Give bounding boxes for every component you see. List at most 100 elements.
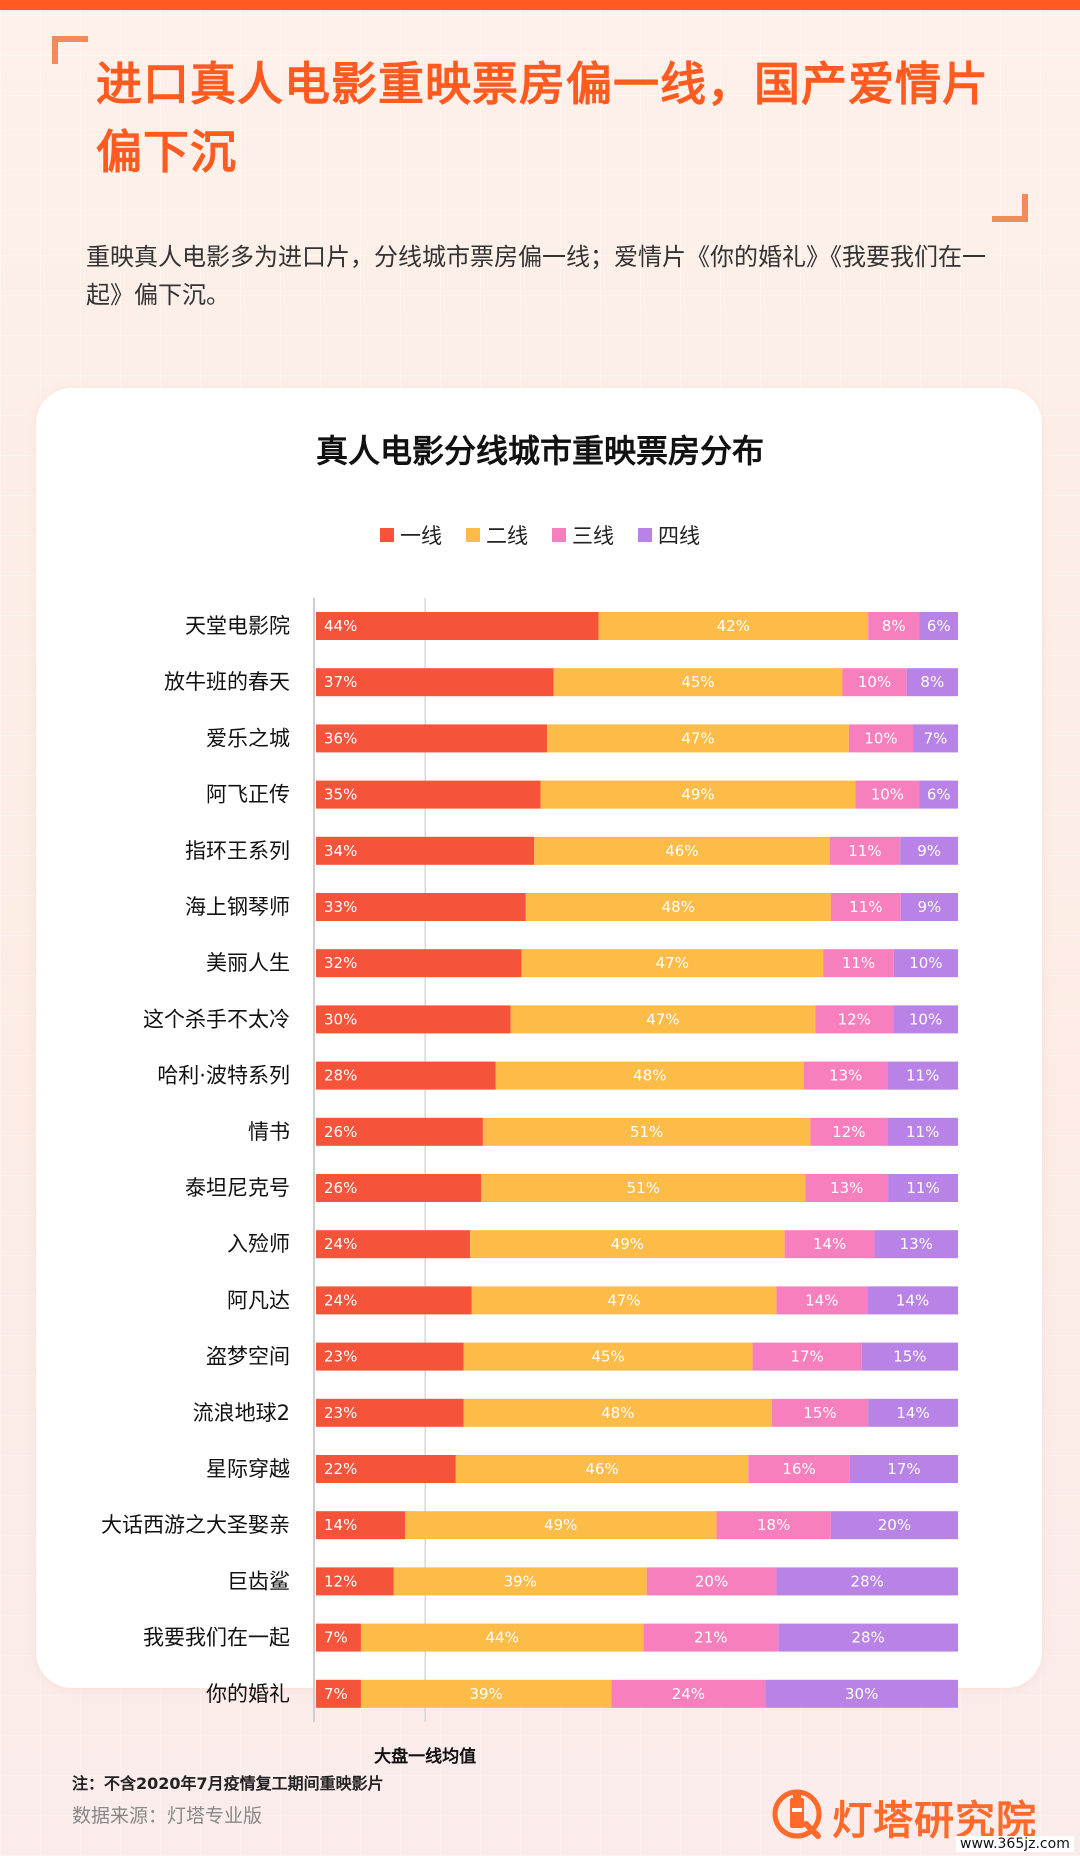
- corner-bracket-bottom-right: [992, 194, 1028, 222]
- watermark-url: www.365jz.com: [956, 1836, 1074, 1852]
- bar-segment: [823, 949, 894, 978]
- data-label: 10%: [909, 1010, 942, 1028]
- category-label: 我要我们在一起: [143, 1626, 290, 1650]
- data-label: 46%: [585, 1460, 618, 1478]
- bar-segment: [393, 1567, 647, 1596]
- data-label: 47%: [681, 729, 714, 747]
- legend-swatch-tier4: [638, 528, 652, 542]
- data-label: 12%: [838, 1010, 871, 1028]
- bar-segment: [867, 1286, 958, 1315]
- data-label: 13%: [830, 1179, 863, 1197]
- data-label: 13%: [900, 1235, 933, 1253]
- bar-segment: [849, 1455, 958, 1483]
- data-label: 10%: [864, 729, 897, 747]
- data-label: 11%: [842, 954, 875, 972]
- data-label: 17%: [790, 1348, 823, 1366]
- bar-segment: [360, 1679, 612, 1708]
- bar-segment: [316, 612, 599, 640]
- bar-segment: [771, 1398, 869, 1427]
- bar-segment: [900, 893, 958, 921]
- data-label: 11%: [906, 1179, 939, 1197]
- data-label: 16%: [782, 1460, 815, 1478]
- footnote: 注：不含2020年7月疫情复工期间重映影片: [72, 1774, 384, 1793]
- category-label: 泰坦尼克号: [185, 1176, 290, 1200]
- data-label: 51%: [627, 1179, 660, 1197]
- bar-segment: [810, 1117, 888, 1146]
- legend-item-tier1: 一线: [380, 520, 442, 550]
- bar-segment: [868, 612, 920, 640]
- bar-segment: [778, 1623, 958, 1652]
- bar-segment: [360, 1623, 644, 1652]
- data-label: 48%: [662, 898, 695, 916]
- data-label: 12%: [324, 1572, 357, 1590]
- data-label: 11%: [906, 1067, 939, 1085]
- reference-line-label: 大盘一线均值: [374, 1746, 476, 1767]
- bar-segment: [463, 1398, 772, 1427]
- category-label: 爱乐之城: [206, 726, 290, 750]
- bar-segment: [316, 949, 522, 978]
- data-label: 28%: [851, 1629, 884, 1647]
- bar-segment: [765, 1679, 958, 1708]
- data-label: 10%: [858, 673, 891, 691]
- bar-segment: [316, 1286, 472, 1315]
- bar-segment: [540, 780, 856, 809]
- category-label: 大话西游之大圣娶亲: [101, 1513, 290, 1537]
- bar-segment: [888, 1174, 958, 1202]
- bar-segment: [510, 1005, 816, 1034]
- category-label: 天堂电影院: [185, 614, 290, 638]
- bar-segment: [463, 1342, 753, 1371]
- data-source: 数据来源：灯塔专业版: [72, 1805, 263, 1827]
- data-label: 35%: [324, 786, 357, 804]
- data-label: 48%: [633, 1067, 666, 1085]
- bar-segment: [495, 1061, 804, 1090]
- bar-segment: [481, 1174, 806, 1202]
- data-label: 22%: [324, 1460, 357, 1478]
- data-label: 45%: [681, 673, 714, 691]
- data-label: 39%: [504, 1572, 537, 1590]
- data-label: 9%: [917, 842, 941, 860]
- legend-label-tier2: 二线: [486, 524, 528, 548]
- data-label: 8%: [920, 673, 944, 691]
- bar-segment: [316, 1679, 361, 1708]
- bar-segment: [316, 836, 535, 865]
- legend-swatch-tier3: [552, 528, 566, 542]
- page-subtitle: 重映真人电影多为进口片，分线城市票房偏一线；爱情片《你的婚礼》《我要我们在一起》…: [86, 243, 986, 309]
- data-label: 48%: [601, 1404, 634, 1422]
- data-label: 28%: [851, 1572, 884, 1590]
- data-label: 24%: [324, 1235, 357, 1253]
- page-title: 进口真人电影重映票房偏一线，国产爱情片偏下沉: [96, 57, 989, 179]
- category-label: 星际穿越: [206, 1457, 290, 1481]
- bar-segment: [316, 1455, 456, 1483]
- bar-segment: [919, 612, 958, 640]
- data-label: 8%: [882, 617, 906, 635]
- bar-segment: [316, 780, 541, 809]
- data-label: 24%: [324, 1291, 357, 1309]
- data-label: 11%: [849, 898, 882, 916]
- bar-segment: [893, 1005, 958, 1034]
- bar-segment: [776, 1286, 868, 1315]
- data-label: 20%: [878, 1516, 911, 1534]
- data-label: 47%: [646, 1010, 679, 1028]
- category-label: 指环王系列: [185, 839, 290, 863]
- data-label: 6%: [927, 617, 951, 635]
- data-label: 14%: [813, 1235, 846, 1253]
- data-label: 13%: [829, 1067, 862, 1085]
- bar-segment: [887, 1061, 958, 1090]
- data-label: 49%: [544, 1516, 577, 1534]
- data-label: 23%: [324, 1404, 357, 1422]
- bar-segment: [784, 1230, 875, 1259]
- category-label: 情书: [248, 1120, 290, 1144]
- bar-segment: [893, 949, 958, 978]
- bar-segment: [316, 1061, 496, 1090]
- data-label: 47%: [607, 1291, 640, 1309]
- bar-segment: [855, 780, 920, 809]
- data-label: 44%: [486, 1629, 519, 1647]
- bar-segment: [316, 668, 554, 697]
- data-label: 7%: [924, 729, 948, 747]
- chart-legend: 一线 二线 三线 四线: [0, 520, 1080, 550]
- bar-segment: [643, 1623, 779, 1652]
- data-label: 36%: [324, 729, 357, 747]
- bar-segment: [316, 1005, 511, 1034]
- data-label: 12%: [832, 1123, 865, 1141]
- bar-segment: [611, 1679, 766, 1708]
